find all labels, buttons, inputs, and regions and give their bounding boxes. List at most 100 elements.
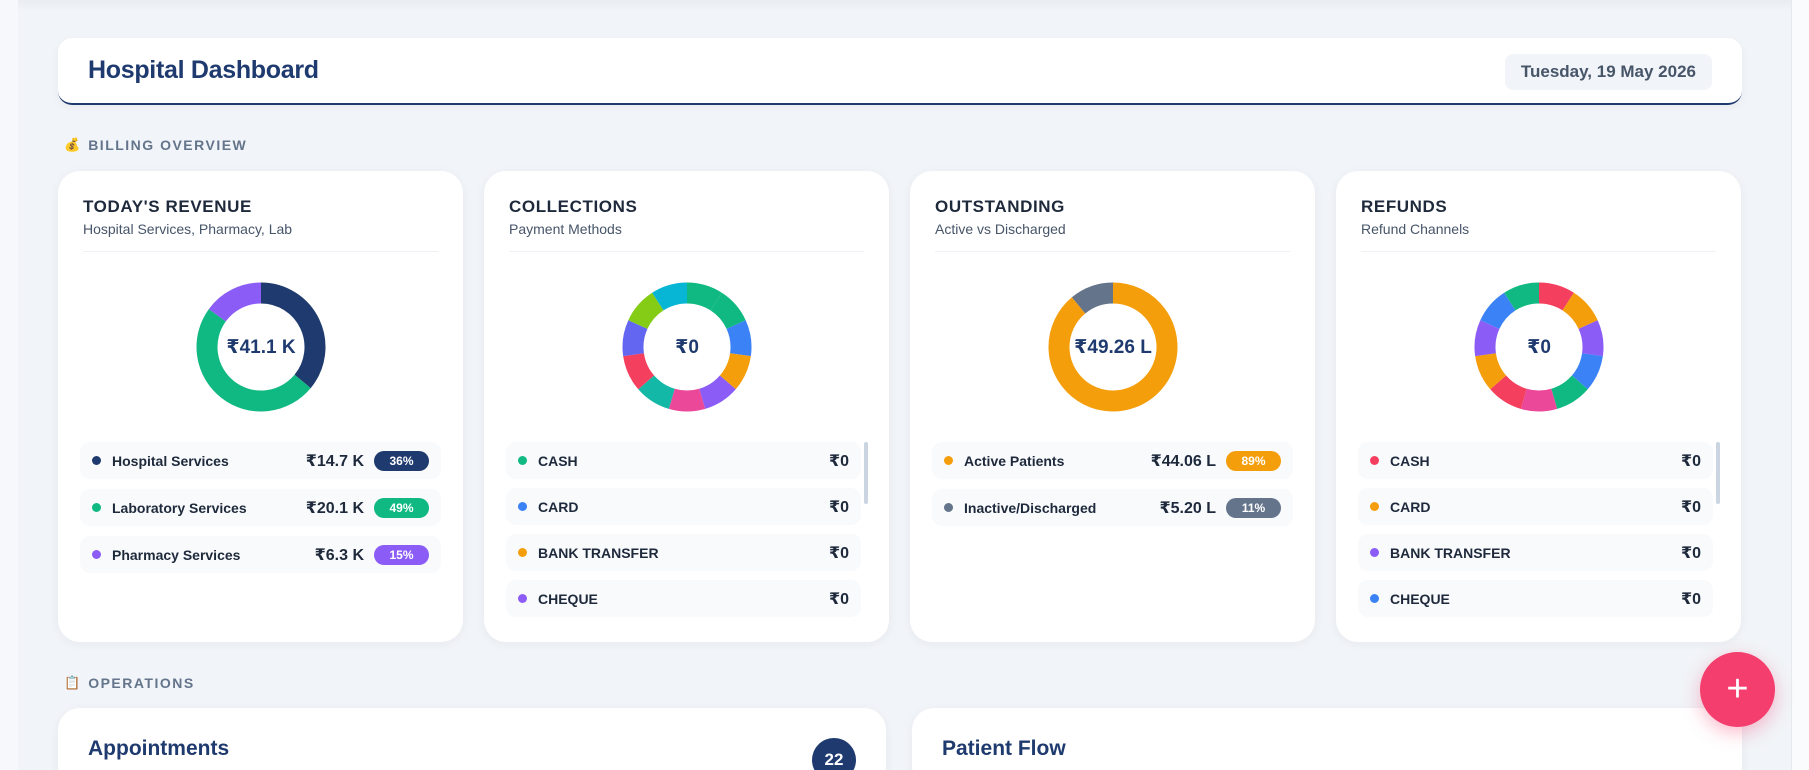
donut-segment-2[interactable] [1578, 320, 1604, 357]
card-divider [83, 251, 438, 252]
revenue-donut-chart[interactable] [196, 282, 326, 412]
legend-scrollbar[interactable] [864, 442, 868, 504]
legend-label: BANK TRANSFER [1390, 544, 1511, 561]
donut-segment-7[interactable] [623, 352, 655, 390]
legend-dot [92, 456, 101, 465]
donut-segment-4[interactable] [698, 375, 736, 409]
donut-svg [622, 282, 752, 412]
appointments-card: Appointments 22 [58, 708, 886, 770]
donut-segment-5[interactable] [1520, 388, 1558, 412]
legend-item-inactive-discharged[interactable]: Inactive/Discharged ₹5.20 L 11% [932, 489, 1293, 526]
percent-badge: 89% [1226, 450, 1281, 471]
donut-segment-5[interactable] [668, 388, 706, 412]
donut-segment-8[interactable] [622, 320, 648, 357]
donut-segment-0[interactable] [686, 282, 722, 311]
legend-item-cash[interactable]: CASH ₹0 [506, 442, 861, 479]
card-subtitle: Hospital Services, Pharmacy, Lab [83, 221, 293, 237]
card-divider [509, 251, 864, 252]
scroll-gutter[interactable] [1791, 0, 1809, 770]
legend-item-cash[interactable]: CASH ₹0 [1358, 442, 1713, 479]
outstanding-legend: Active Patients ₹44.06 L 89% Inactive/Di… [932, 442, 1293, 622]
patient-flow-card: Patient Flow [912, 708, 1742, 770]
donut-center-value: ₹41.1 K [226, 336, 296, 358]
donut-segment-8[interactable] [1474, 320, 1500, 357]
section-billing-label: BILLING OVERVIEW [88, 137, 248, 153]
legend-item-cheque[interactable]: CHEQUE ₹0 [506, 580, 861, 617]
legend-amount: ₹20.1 K [305, 499, 364, 517]
donut-segment-6[interactable] [1490, 375, 1528, 409]
donut-segment-9[interactable] [1480, 292, 1516, 330]
legend-amount: ₹6.3 K [314, 546, 364, 564]
legend-label: BANK TRANSFER [538, 544, 659, 561]
legend-scrollbar[interactable] [1716, 442, 1720, 504]
legend-item-laboratory-services[interactable]: Laboratory Services ₹20.1 K 49% [80, 489, 441, 526]
donut-center-value: ₹0 [1527, 336, 1551, 358]
donut-segment-10[interactable] [1504, 282, 1540, 311]
legend-label: CARD [538, 498, 579, 515]
legend-item-cheque[interactable]: CHEQUE ₹0 [1358, 580, 1713, 617]
legend-dot [1370, 548, 1379, 557]
legend-item-pharmacy-services[interactable]: Pharmacy Services ₹6.3 K 15% [80, 536, 441, 573]
card-refunds: REFUNDS Refund Channels ₹0 CASH ₹0 CARD … [1336, 171, 1741, 642]
legend-label: CHEQUE [538, 590, 598, 607]
refunds-donut-chart[interactable] [1474, 282, 1604, 412]
legend-amount: ₹0 [1680, 498, 1701, 516]
donut-segment-1[interactable] [710, 292, 746, 330]
legend-label: CARD [1390, 498, 1431, 515]
patient-flow-title: Patient Flow [942, 737, 1066, 760]
refunds-legend[interactable]: CASH ₹0 CARD ₹0 BANK TRANSFER ₹0 CHEQUE … [1358, 442, 1713, 622]
legend-dot [518, 502, 527, 511]
percent-badge: 36% [374, 450, 429, 471]
donut-segment-0[interactable] [260, 282, 326, 389]
donut-center-value: ₹0 [675, 336, 699, 358]
legend-amount: ₹0 [1680, 452, 1701, 470]
donut-segment-1[interactable] [1562, 292, 1598, 330]
appointments-title: Appointments [88, 737, 230, 760]
card-title: TODAY'S REVENUE [83, 197, 252, 216]
legend-label: Pharmacy Services [112, 546, 241, 563]
percent-badge: 15% [374, 544, 429, 565]
money-bag-icon: 💰 [64, 137, 81, 152]
add-fab-button[interactable]: + [1700, 652, 1775, 727]
collections-legend[interactable]: CASH ₹0 CARD ₹0 BANK TRANSFER ₹0 CHEQUE … [506, 442, 861, 622]
collections-donut-chart[interactable] [622, 282, 752, 412]
donut-segment-0[interactable] [1048, 282, 1178, 412]
donut-segment-1[interactable] [196, 309, 311, 412]
legend-label: CASH [1390, 452, 1430, 469]
percent-badge: 11% [1226, 497, 1281, 518]
card-collections: COLLECTIONS Payment Methods ₹0 CASH ₹0 C… [484, 171, 889, 642]
legend-item-bank-transfer[interactable]: BANK TRANSFER ₹0 [506, 534, 861, 571]
donut-segment-0[interactable] [1538, 282, 1574, 311]
legend-item-active-patients[interactable]: Active Patients ₹44.06 L 89% [932, 442, 1293, 479]
legend-amount: ₹0 [828, 544, 849, 562]
donut-segment-7[interactable] [1475, 352, 1507, 390]
donut-segment-4[interactable] [1550, 375, 1588, 409]
legend-item-bank-transfer[interactable]: BANK TRANSFER ₹0 [1358, 534, 1713, 571]
donut-segment-9[interactable] [628, 292, 664, 330]
donut-segment-1[interactable] [1071, 282, 1114, 314]
legend-label: Inactive/Discharged [964, 499, 1097, 516]
donut-segment-3[interactable] [719, 352, 751, 390]
dashboard-header: Hospital Dashboard Tuesday, 19 May 2026 [58, 38, 1742, 105]
legend-amount: ₹14.7 K [305, 452, 364, 470]
legend-item-card[interactable]: CARD ₹0 [1358, 488, 1713, 525]
legend-item-hospital-services[interactable]: Hospital Services ₹14.7 K 36% [80, 442, 441, 479]
legend-dot [1370, 456, 1379, 465]
card-todays-revenue: TODAY'S REVENUE Hospital Services, Pharm… [58, 171, 463, 642]
legend-amount: ₹0 [1680, 544, 1701, 562]
donut-segment-3[interactable] [1571, 352, 1603, 390]
date-badge: Tuesday, 19 May 2026 [1504, 54, 1712, 90]
section-billing-overview: 💰 BILLING OVERVIEW [64, 137, 247, 153]
donut-segment-2[interactable] [726, 320, 752, 357]
donut-segment-10[interactable] [652, 282, 688, 311]
outstanding-donut-chart[interactable] [1048, 282, 1178, 412]
clipboard-icon: 📋 [64, 675, 81, 690]
legend-amount: ₹44.06 L [1150, 452, 1216, 470]
legend-dot [518, 594, 527, 603]
legend-dot [518, 456, 527, 465]
legend-dot [92, 550, 101, 559]
legend-item-card[interactable]: CARD ₹0 [506, 488, 861, 525]
donut-segment-2[interactable] [208, 282, 262, 322]
donut-segment-6[interactable] [638, 375, 676, 409]
left-edge [0, 0, 18, 770]
